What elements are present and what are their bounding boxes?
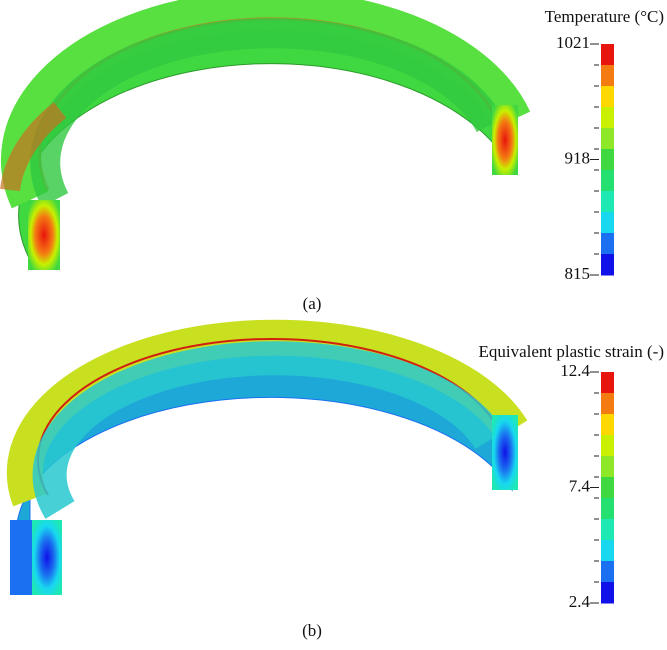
colorbar-band [601,86,614,108]
ring-a [0,0,531,270]
tick-label: 2.4 [569,592,591,611]
colorbar-band [601,65,614,87]
tick-label: 1021 [556,33,590,52]
colorbar-band [601,414,614,436]
colorbar-band [601,477,614,499]
colorbars: (a) Temperature (°C) 1021 918 815 (b) Equivale… [302,7,664,640]
colorbar-band [601,582,614,604]
tick-label: 12.4 [560,361,590,380]
colorbar-band [601,540,614,562]
colorbar-title: Equivalent plastic strain (-) [478,342,664,361]
ring-b [6,319,528,595]
colorbar-band [601,44,614,66]
colorbar-band [601,128,614,150]
tick-label: 815 [565,264,591,283]
colorbar-band [601,191,614,213]
colorbar-band [601,233,614,255]
colorbar-band [601,498,614,520]
colorbar-band [601,519,614,541]
colorbar-band [601,149,614,171]
colorbar-band [601,456,614,478]
colorbar-band [601,393,614,415]
caption: (a) [303,294,322,313]
colorbar-band [601,372,614,394]
caption: (b) [302,621,322,640]
colorbar-band [601,170,614,192]
tick-label: 918 [565,148,591,167]
tick-label: 7.4 [569,476,591,495]
colorbar-band [601,561,614,583]
colorbar-title: Temperature (°C) [545,7,664,26]
colorbar-band [601,212,614,234]
colorbar-band [601,107,614,129]
colorbar-band [601,435,614,457]
colorbar-band [601,254,614,276]
